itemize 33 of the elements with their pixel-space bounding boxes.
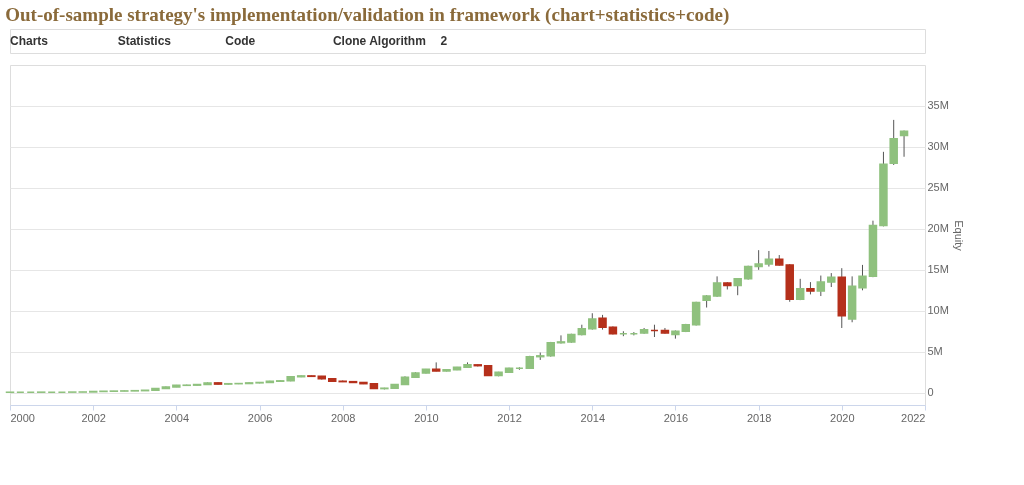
y-tick-label: 20M [927, 222, 949, 235]
candlestick [816, 275, 826, 297]
x-tick-label: 2008 [330, 411, 356, 424]
y-tick-label: 30M [927, 140, 949, 153]
chart-title: Out-of-sample strategy's implementation/validation in framework (chart+statistics+code) [5, 3, 730, 26]
x-tick-label: 2014 [580, 411, 606, 424]
text: Statistics [117, 34, 172, 48]
y-tick-label: 5M [927, 345, 943, 358]
x-tick-label: 2004 [164, 411, 190, 424]
y-tick-label: 35M [927, 99, 949, 112]
x-tick-label: 2012 [497, 411, 522, 424]
text: Clone Algorithm [332, 34, 426, 48]
x-tick-label: 2016 [663, 411, 689, 424]
y-tick-label: 25M [927, 181, 949, 194]
x-tick-label: 2006 [247, 411, 273, 424]
x-tick-label: 2022 [901, 411, 926, 424]
candlestick [858, 264, 867, 291]
candlestick [754, 249, 763, 271]
y-tick-label: 15M [927, 263, 949, 276]
x-tick-label: 2002 [81, 411, 106, 424]
x-tick-label: 2000 [10, 411, 35, 424]
y-axis-title: Equity [952, 220, 965, 252]
y-tick-label: 0 [927, 386, 934, 399]
x-tick-label: 2010 [414, 411, 439, 424]
x-tick-label: 2018 [746, 411, 772, 424]
text: Charts [10, 34, 49, 48]
y-tick-label: 10M [927, 304, 949, 317]
candlestick [764, 250, 774, 268]
text: 2 [440, 34, 448, 48]
candlestick [712, 275, 722, 298]
text: Code [225, 34, 256, 48]
x-tick-label: 2020 [830, 411, 855, 424]
candlestick [556, 334, 566, 345]
